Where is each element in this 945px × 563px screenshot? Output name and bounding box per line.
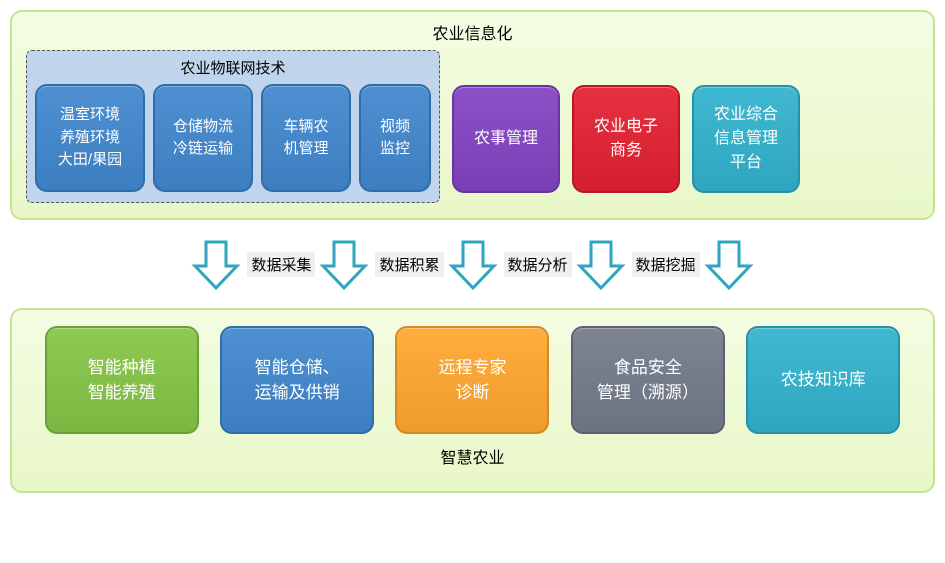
arrow-label: 数据挖掘 — [632, 252, 700, 277]
card: 智能种植 智能养殖 — [45, 326, 199, 434]
arrow-label: 数据积累 — [375, 252, 443, 277]
card: 远程专家 诊断 — [395, 326, 549, 434]
arrow-label: 数据分析 — [504, 252, 572, 277]
down-arrow-icon — [191, 234, 241, 294]
card: 视频 监控 — [359, 84, 431, 192]
iot-cards-container: 温室环境 养殖环境 大田/果园 仓储物流 冷链运输 车辆农 机管理 视频 监控 — [35, 84, 431, 192]
arrow-group: 数据挖掘 — [576, 234, 700, 294]
card-label: 仓储物流 冷链运输 — [173, 116, 233, 161]
card: 车辆农 机管理 — [261, 84, 351, 192]
top-panel-title: 农业信息化 — [26, 20, 919, 44]
arrow-group: 数据积累 — [319, 234, 443, 294]
bottom-panel-title: 智慧农业 — [26, 444, 919, 468]
down-arrow-icon — [319, 234, 369, 294]
top-extra-cards: 农事管理 农业电子 商务 农业综合 信息管理 平台 — [452, 50, 800, 203]
card: 智能仓储、 运输及供销 — [220, 326, 374, 434]
card-label: 温室环境 养殖环境 大田/果园 — [58, 104, 122, 172]
arrow-group: 数据采集 — [191, 234, 315, 294]
card: 农业电子 商务 — [572, 85, 680, 193]
top-panel: 农业信息化 农业物联网技术 温室环境 养殖环境 大田/果园 仓储物流 冷链运输 车辆… — [10, 10, 935, 220]
iot-box-title: 农业物联网技术 — [35, 57, 431, 78]
card-label: 农业综合 信息管理 平台 — [714, 103, 778, 175]
card-label: 车辆农 机管理 — [283, 116, 328, 161]
card: 食品安全 管理（溯源） — [571, 326, 725, 434]
down-arrow-icon — [448, 234, 498, 294]
card-label: 农业电子 商务 — [594, 115, 658, 163]
arrow-label: 数据采集 — [247, 252, 315, 277]
card-label: 远程专家 诊断 — [438, 355, 506, 406]
bottom-cards-container: 智能种植 智能养殖 智能仓储、 运输及供销 远程专家 诊断 食品安全 管理（溯源） 农技… — [26, 318, 919, 434]
card: 温室环境 养殖环境 大田/果园 — [35, 84, 145, 192]
bottom-panel: 智能种植 智能养殖 智能仓储、 运输及供销 远程专家 诊断 食品安全 管理（溯源） 农技… — [10, 308, 935, 493]
card-label: 食品安全 管理（溯源） — [597, 355, 699, 406]
down-arrow-icon — [576, 234, 626, 294]
card: 农事管理 — [452, 85, 560, 193]
card-label: 视频 监控 — [380, 116, 410, 161]
top-row: 农业物联网技术 温室环境 养殖环境 大田/果园 仓储物流 冷链运输 车辆农 机管理 视… — [26, 50, 919, 203]
card-label: 智能仓储、 运输及供销 — [255, 355, 340, 406]
card-label: 农技知识库 — [781, 367, 866, 393]
arrows-row: 数据采集 数据积累 数据分析 数据挖掘 — [10, 220, 935, 308]
arrow-group: 数据分析 — [448, 234, 572, 294]
card: 农技知识库 — [746, 326, 900, 434]
down-arrow-icon — [704, 234, 754, 294]
card: 仓储物流 冷链运输 — [153, 84, 253, 192]
card-label: 智能种植 智能养殖 — [88, 355, 156, 406]
card: 农业综合 信息管理 平台 — [692, 85, 800, 193]
iot-box: 农业物联网技术 温室环境 养殖环境 大田/果园 仓储物流 冷链运输 车辆农 机管理 视… — [26, 50, 440, 203]
card-label: 农事管理 — [474, 127, 538, 151]
